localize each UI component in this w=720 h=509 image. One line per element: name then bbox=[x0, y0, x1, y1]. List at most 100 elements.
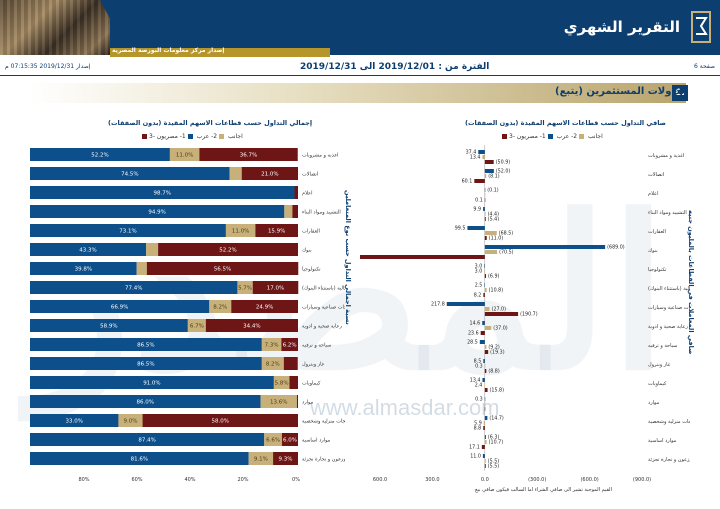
sector-label: تكنولوجيا bbox=[302, 267, 321, 273]
net-bar-label: 5.9 bbox=[474, 421, 482, 427]
stacked-bar-segment bbox=[187, 319, 206, 332]
segment-label: 8.2% bbox=[213, 305, 227, 311]
net-bar bbox=[484, 416, 488, 420]
subtitle-strip bbox=[110, 48, 330, 57]
section-number: ٤. bbox=[672, 85, 688, 101]
x-tick-label: 40% bbox=[184, 477, 195, 483]
segment-label: 39.8% bbox=[75, 267, 92, 273]
net-bar bbox=[484, 269, 485, 273]
net-bar bbox=[482, 378, 485, 382]
sector-label: كيماويات bbox=[302, 381, 321, 387]
stacked-bar-segment bbox=[255, 224, 298, 237]
segment-label: 73.1% bbox=[119, 229, 136, 235]
segment-label: 86.5% bbox=[137, 362, 154, 368]
net-bar bbox=[483, 359, 485, 363]
legend-foreign: 3- اجانب bbox=[509, 133, 603, 140]
stacked-bar-segment bbox=[281, 338, 298, 351]
net-bar bbox=[446, 302, 485, 306]
segment-label: 8.2% bbox=[266, 362, 280, 368]
egx-logo-icon bbox=[691, 11, 711, 43]
legend-arab: 2- عرب bbox=[556, 133, 578, 140]
segment-label: 36.7% bbox=[240, 153, 257, 159]
stacked-bar-segment bbox=[294, 186, 298, 199]
net-bar-label: (6.9) bbox=[488, 274, 500, 280]
stacked-bar-segment bbox=[30, 414, 119, 427]
sector-label: سياحة و ترفيه bbox=[648, 343, 677, 349]
net-bar-label: 8.2 bbox=[474, 293, 482, 299]
net-bar bbox=[483, 426, 485, 430]
net-bar-label: 23.6 bbox=[468, 331, 479, 337]
net-bar bbox=[484, 464, 486, 468]
net-bar-label: 0.3 bbox=[475, 397, 483, 403]
stacked-bar-segment bbox=[158, 243, 298, 256]
segment-label: 15.9% bbox=[268, 229, 285, 235]
legend-swatch-arab bbox=[219, 134, 225, 139]
section-header-bar bbox=[28, 83, 686, 103]
stacked-bar-segment bbox=[30, 148, 170, 161]
segment-label: 34.4% bbox=[243, 324, 260, 330]
stacked-bar-segment bbox=[273, 452, 298, 465]
sector-label: خدمات ومنتجات صناعية وسيارات bbox=[302, 305, 345, 311]
issue-date: إصدار 2019/12/31 07:15:35 م bbox=[5, 63, 91, 70]
net-bar bbox=[483, 421, 485, 425]
net-bar bbox=[484, 283, 485, 287]
stacked-bar-segment bbox=[264, 433, 282, 446]
x-tick-label: (600.0) bbox=[580, 477, 598, 483]
stacked-bar-segment bbox=[30, 167, 230, 180]
net-bar bbox=[360, 255, 485, 259]
net-bar-label: (190.7) bbox=[520, 312, 538, 318]
net-bar-label: 13.4 bbox=[470, 378, 481, 384]
net-bar-label: 11.0 bbox=[470, 454, 481, 460]
stacked-bar-segment bbox=[296, 395, 298, 408]
segment-label: 98.7% bbox=[154, 191, 171, 197]
net-bar-label: 0.1 bbox=[475, 198, 483, 204]
segment-label: 56.5% bbox=[214, 267, 231, 273]
net-bar-label: (0.1) bbox=[487, 188, 499, 194]
segment-label: 5.7% bbox=[238, 286, 252, 292]
sector-label: خدمات مالية (باستثناء البنوك) bbox=[302, 286, 345, 292]
net-bar-label: (5.4) bbox=[488, 217, 500, 223]
net-bar bbox=[484, 459, 486, 463]
segment-label: 17.0% bbox=[267, 286, 284, 292]
net-bar bbox=[484, 440, 487, 444]
stacked-bar-segment bbox=[146, 243, 159, 256]
segment-label: 21.0% bbox=[261, 172, 278, 178]
segment-label: 33.0% bbox=[65, 419, 82, 425]
net-bar-label: (4.4) bbox=[488, 212, 500, 218]
legend-swatch-egyptian bbox=[187, 134, 193, 139]
net-bar bbox=[484, 245, 606, 249]
stacked-bar-segment bbox=[30, 300, 210, 313]
sector-label: رعاية صحية و ادوية bbox=[648, 324, 689, 330]
segment-label: 6.0% bbox=[283, 438, 297, 444]
sector-label: العقارات bbox=[648, 229, 666, 235]
segment-label: 9.3% bbox=[279, 457, 293, 463]
sector-label: اعلام bbox=[302, 191, 312, 197]
stacked-bar-segment bbox=[261, 357, 284, 370]
sector-label: سياحة و ترفيه bbox=[302, 343, 331, 349]
legend-swatch-foreign bbox=[502, 134, 507, 139]
stacked-bar-segment bbox=[30, 395, 261, 408]
page-number: صفحة 6 bbox=[694, 63, 715, 70]
report-title: التقرير الشهري bbox=[563, 18, 680, 36]
stacked-bar-segment bbox=[30, 433, 265, 446]
net-bar-label: 8.8 bbox=[474, 426, 482, 432]
net-bar bbox=[484, 326, 492, 330]
net-bar bbox=[484, 388, 488, 392]
segment-label: 11.0% bbox=[232, 229, 249, 235]
net-bar-label: 28.5 bbox=[467, 340, 478, 346]
net-bar-label: (52.0) bbox=[496, 169, 511, 175]
sector-label: العقارات bbox=[302, 229, 320, 235]
banner-wedge bbox=[100, 0, 130, 55]
net-bar bbox=[478, 150, 485, 154]
right-chart-note: القيم الموجبة تشير الى صافي الشراء اما ا… bbox=[475, 487, 612, 493]
net-bar-label: 8.5 bbox=[474, 359, 482, 365]
sector-label: موارد اساسية bbox=[302, 438, 331, 444]
stacked-bar-segment bbox=[30, 338, 262, 351]
net-bar-label: (37.0) bbox=[493, 326, 508, 332]
net-bar-label: (6.3) bbox=[488, 435, 500, 441]
x-tick-label: 0% bbox=[292, 477, 300, 483]
stacked-bar-segment bbox=[248, 452, 274, 465]
net-bar-label: 60.1 bbox=[462, 179, 473, 185]
net-bar-label: 99.5 bbox=[455, 226, 466, 232]
stacked-bar-segment bbox=[205, 319, 298, 332]
